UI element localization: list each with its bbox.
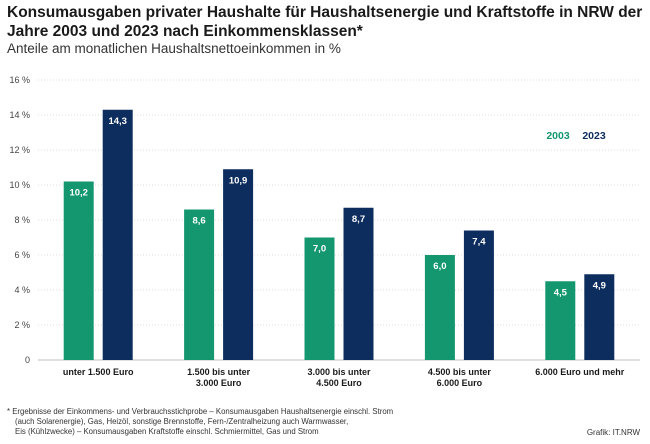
y-tick-label: 8 %	[14, 215, 30, 225]
y-tick-label: 6 %	[14, 250, 30, 260]
bar-2003	[63, 181, 94, 360]
y-tick-label: 12 %	[9, 145, 30, 155]
bar-2003	[424, 255, 455, 360]
data-label: 4,9	[593, 280, 606, 291]
source-credit: Grafik: IT.NRW	[586, 428, 640, 437]
bar-2023	[343, 207, 374, 360]
footnote: * Ergebnisse der Einkommens- und Verbrau…	[7, 407, 527, 437]
y-tick-label: 16 %	[9, 75, 30, 85]
chart-title: Konsumausgaben privater Haushalte für Ha…	[7, 4, 643, 40]
data-label: 8,6	[192, 216, 205, 227]
data-label: 10,9	[229, 175, 248, 186]
category-label: 3.000 bis unter	[307, 367, 371, 377]
bar-2023	[584, 274, 615, 360]
data-label: 14,3	[108, 116, 127, 127]
category-label: 6.000 Euro	[437, 378, 483, 388]
bar-2023	[463, 230, 494, 360]
bar-2003	[184, 209, 215, 360]
data-label: 6,0	[433, 261, 446, 272]
data-label: 7,4	[472, 237, 486, 248]
footnote-line-2: (auch Solarenergie), Gas, Heizöl, sonsti…	[15, 417, 349, 426]
y-tick-label: 4 %	[14, 285, 30, 295]
data-label: 10,2	[69, 188, 88, 199]
category-label: 4.500 bis unter	[428, 367, 492, 377]
bar-2023	[102, 109, 133, 360]
y-tick-label: 10 %	[9, 180, 30, 190]
category-label: unter 1.500 Euro	[63, 367, 134, 377]
bar-2003	[545, 281, 576, 360]
legend-entry-2023: 2023	[582, 130, 606, 142]
legend-entry-2003: 2003	[546, 130, 570, 142]
bar-2003	[304, 237, 335, 360]
chart-subtitle: Anteile am monatlichen Haushaltsnettoein…	[7, 41, 341, 56]
data-label: 8,7	[352, 214, 365, 225]
category-label: 1.500 bis unter	[187, 367, 251, 377]
data-label: 4,5	[554, 287, 568, 298]
footnote-line-1: * Ergebnisse der Einkommens- und Verbrau…	[7, 407, 394, 416]
data-label: 7,0	[313, 244, 326, 255]
y-tick-label: 2 %	[14, 320, 30, 330]
y-tick-label: 0	[25, 355, 30, 365]
category-label: 4.500 Euro	[316, 378, 362, 388]
y-tick-label: 14 %	[9, 110, 30, 120]
bar-2023	[223, 169, 254, 360]
footnote-line-3: Eis (Kühlzwecke) – Konsumausgaben Krafts…	[15, 427, 319, 436]
category-label: 6.000 Euro und mehr	[535, 367, 625, 377]
category-label: 3.000 Euro	[196, 378, 242, 388]
